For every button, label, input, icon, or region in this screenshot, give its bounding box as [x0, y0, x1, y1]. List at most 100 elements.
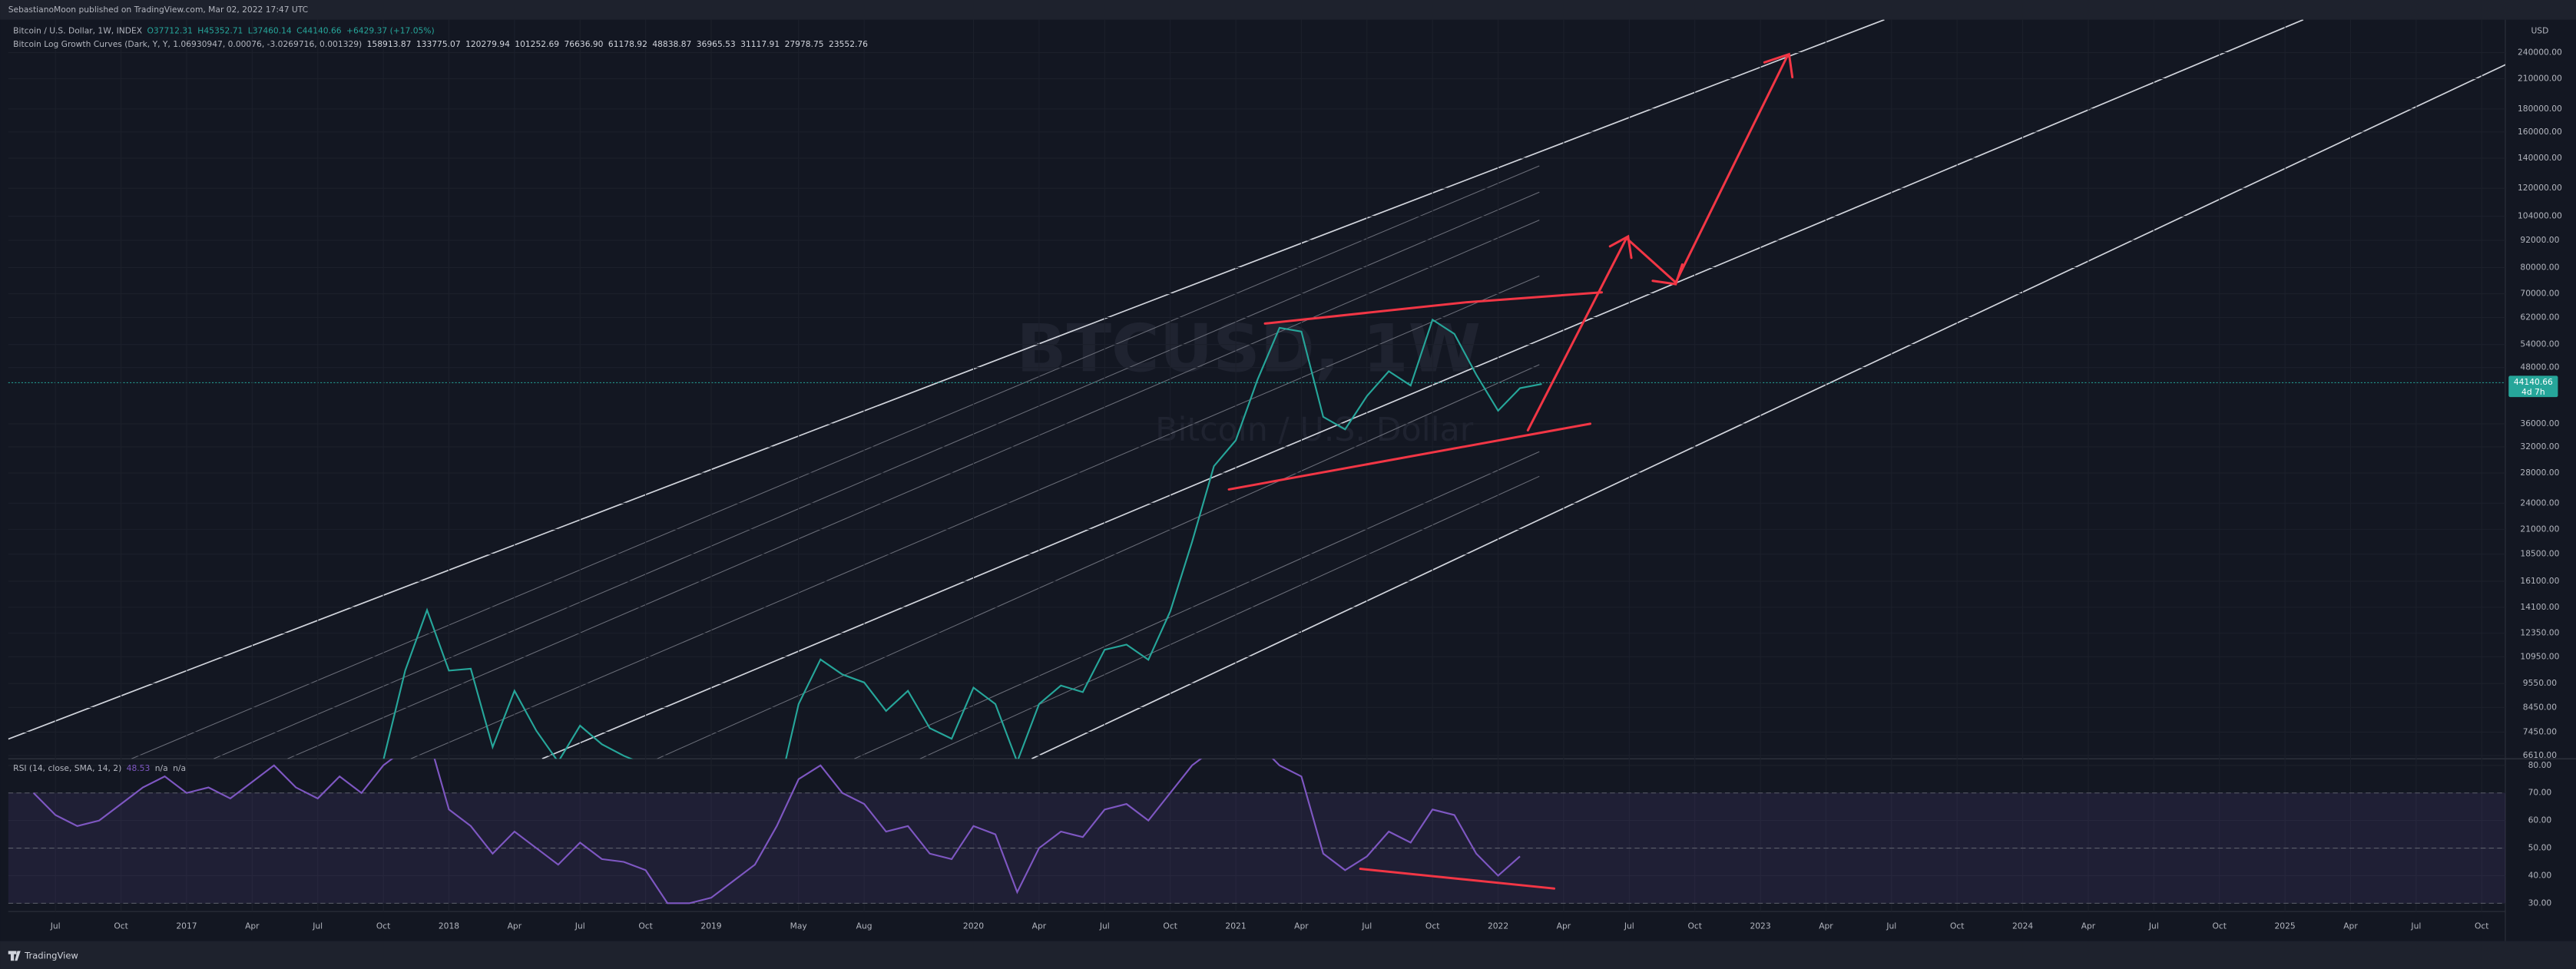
ohlc-value: C44140.66	[296, 26, 342, 36]
y-tick-label: 36000.00	[2520, 418, 2559, 428]
x-tick-label: 2025	[2275, 921, 2296, 931]
x-tick-label: 2017	[176, 921, 197, 931]
drawings	[1227, 52, 1794, 890]
x-tick-label: Apr	[2343, 921, 2358, 931]
x-tick-label: Oct	[1163, 921, 1177, 931]
y-tick-label: 70.00	[2528, 788, 2552, 798]
growth-curve	[541, 19, 2304, 759]
trend-line	[1227, 422, 1592, 491]
ohlc: O37712.31 H45352.71 L37460.14 C44140.66 +642…	[147, 26, 434, 36]
x-tick-label: Jul	[1361, 921, 1372, 931]
y-tick-label: 54000.00	[2520, 339, 2559, 349]
x-tick-label: Oct	[1950, 921, 1964, 931]
indicator-value: 133775.07	[416, 39, 461, 49]
y-tick-label: 240000.00	[2518, 48, 2562, 58]
indicator-value: 23552.76	[829, 39, 868, 49]
x-tick-label: Apr	[1032, 921, 1047, 931]
x-tick-label: Oct	[376, 921, 390, 931]
x-tick-label: Apr	[1557, 921, 1571, 931]
indicator-value: 61178.92	[608, 39, 647, 49]
y-tick-label: 10950.00	[2520, 651, 2559, 661]
price-unit: USD	[2531, 26, 2548, 36]
indicator-value: 120279.94	[465, 39, 510, 49]
y-tick-label: 8450.00	[2523, 702, 2557, 712]
x-tick-label: Jul	[50, 921, 61, 931]
x-tick-label: 2022	[1488, 921, 1508, 931]
y-tick-label: 12350.00	[2520, 628, 2559, 638]
x-tick-label: Jul	[1099, 921, 1110, 931]
y-tick-label: 9550.00	[2523, 678, 2557, 688]
growth-curve	[8, 19, 1885, 740]
x-tick-label: Jul	[574, 921, 585, 931]
x-tick-label: 2018	[439, 921, 459, 931]
top-strip	[0, 0, 2576, 20]
x-tick-label: 2019	[700, 921, 721, 931]
indicator-value: 101252.69	[515, 39, 559, 49]
y-tick-label: 21000.00	[2520, 524, 2559, 534]
growth-curve	[1031, 64, 2505, 759]
series-line	[32, 759, 1521, 905]
y-tick-label: 28000.00	[2520, 468, 2559, 478]
indicator-value: 76636.90	[564, 39, 603, 49]
arrow-head	[1651, 263, 1684, 286]
y-tick-label: 60.00	[2528, 815, 2552, 825]
y-tick-label: 210000.00	[2518, 74, 2562, 84]
y-tick-label: 48000.00	[2520, 362, 2559, 372]
growth-curve	[131, 165, 1540, 759]
y-tick-label: 32000.00	[2520, 442, 2559, 451]
divergence-line	[1359, 868, 1556, 890]
arrow-head	[1763, 52, 1794, 79]
growth-curve	[287, 220, 1540, 759]
countdown: 4d 7h	[2521, 387, 2545, 397]
series-line	[382, 318, 1542, 759]
watermark: BTCUSD, 1W	[1016, 311, 1481, 387]
y-tick-label: 50.00	[2528, 843, 2552, 853]
x-tick-label: Jul	[1886, 921, 1896, 931]
rsi-na: n/a	[173, 763, 186, 773]
indicator-legend: Bitcoin Log Growth Curves (Dark, Y, Y, 1…	[13, 39, 868, 49]
growth-curves	[8, 19, 2505, 759]
y-tick-label: 24000.00	[2520, 498, 2559, 508]
rsi-na: n/a	[155, 763, 168, 773]
y-tick-label: 104000.00	[2518, 211, 2562, 221]
x-tick-label: Jul	[312, 921, 323, 931]
x-tick-label: Oct	[2212, 921, 2226, 931]
y-tick-label: 14100.00	[2520, 602, 2559, 612]
x-tick-label: Aug	[856, 921, 872, 931]
y-tick-label: 40.00	[2528, 870, 2552, 880]
x-tick-label: Oct	[114, 921, 127, 931]
trend-line	[1263, 291, 1604, 325]
x-tick-label: 2021	[1225, 921, 1246, 931]
watermark-sub: Bitcoin / U.S. Dollar	[1155, 411, 1474, 449]
x-tick-label: May	[790, 921, 807, 931]
x-tick-label: Oct	[638, 921, 652, 931]
x-tick-label: Apr	[1294, 921, 1309, 931]
indicator-value: 27978.75	[785, 39, 824, 49]
y-tick-label: 70000.00	[2520, 289, 2559, 299]
symbol-legend: Bitcoin / U.S. Dollar, 1W, INDEX O37712.3…	[13, 26, 434, 36]
x-tick-label: Apr	[245, 921, 260, 931]
y-tick-label: 140000.00	[2518, 153, 2562, 163]
rsi-value: 48.53	[127, 763, 151, 773]
y-tick-label: 120000.00	[2518, 183, 2562, 193]
y-tick-label: 160000.00	[2518, 127, 2562, 137]
rsi-legend: RSI (14, close, SMA, 14, 2) 48.53 n/a n/a	[13, 763, 186, 773]
symbol: Bitcoin / U.S. Dollar, 1W, INDEX	[13, 26, 142, 36]
last-price-box	[2508, 375, 2558, 398]
growth-curve	[919, 475, 1540, 759]
y-tick-label: 6610.00	[2523, 750, 2557, 760]
indicator-values: 158913.87 133775.07 120279.94 101252.69 7663…	[367, 39, 869, 49]
growth-curve	[213, 191, 1540, 759]
x-tick-label: Apr	[508, 921, 522, 931]
x-tick-label: 2023	[1750, 921, 1770, 931]
y-tick-label: 18500.00	[2520, 549, 2559, 559]
x-tick-label: Oct	[1425, 921, 1439, 931]
footer-logo: TradingView	[8, 950, 78, 961]
projection-arrow	[1526, 55, 1789, 432]
ohlc-value: H45352.71	[197, 26, 243, 36]
x-tick-label: Jul	[1624, 921, 1634, 931]
x-tick-label: Apr	[1819, 921, 1833, 931]
x-tick-label: Jul	[2410, 921, 2421, 931]
